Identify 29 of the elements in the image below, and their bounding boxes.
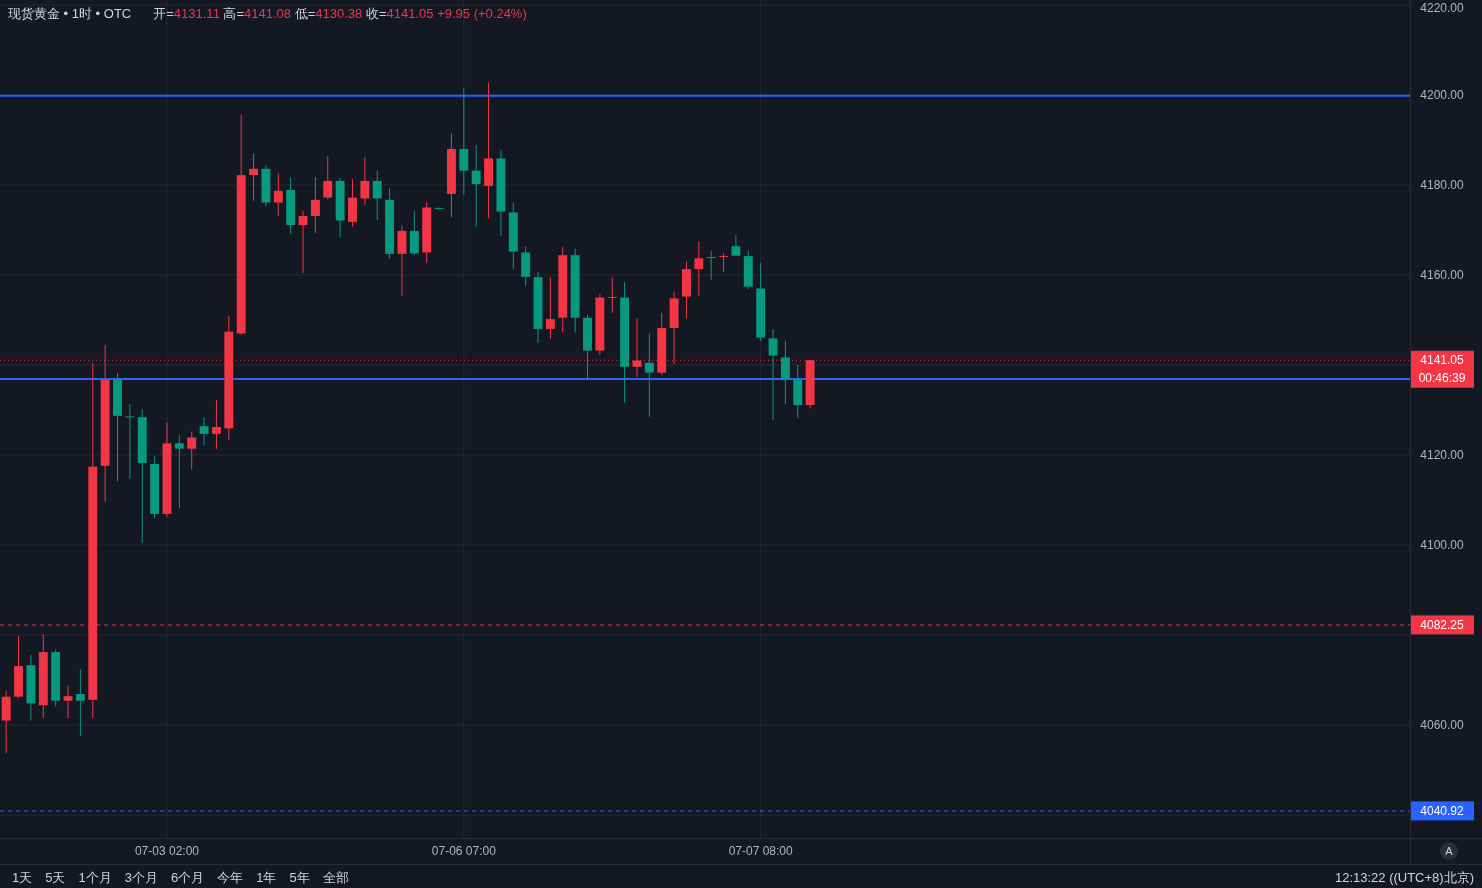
x-tick-label: 07-03 02:00 bbox=[134, 844, 200, 858]
text: 3个月 bbox=[124, 869, 158, 885]
text: 1个月 bbox=[78, 869, 112, 885]
ref-line-label: 4141.05 00:46:39 bbox=[1418, 353, 1466, 386]
text: 1年 bbox=[256, 869, 277, 885]
text: 全部 bbox=[322, 869, 349, 885]
text: 5年 bbox=[289, 869, 310, 885]
y-tick-label: 4100.00 bbox=[1420, 538, 1465, 553]
text: 现货黄金 • 1时 • OTC bbox=[8, 5, 132, 21]
auto-scale-button: A bbox=[1440, 842, 1458, 860]
y-tick-label: 4120.00 bbox=[1420, 448, 1465, 462]
y-tick-label: 4160.00 bbox=[1420, 267, 1465, 282]
ref-line-label: 4040.92 bbox=[1420, 803, 1465, 818]
text: 5天 bbox=[45, 869, 66, 885]
price-label: 4082.25 bbox=[1411, 615, 1474, 635]
y-tick-label: 4180.00 bbox=[1420, 177, 1465, 192]
y-tick-label: 4220.00 bbox=[1420, 1, 1465, 15]
ref-line-label: 4082.25 bbox=[1420, 617, 1465, 632]
y-tick-label: 4200.00 bbox=[1420, 87, 1465, 102]
x-tick-label: 07-07 08:00 bbox=[728, 844, 794, 858]
price-label: 4040.92 bbox=[1411, 801, 1474, 821]
price-label: 4141.05 00:46:39 bbox=[1411, 350, 1474, 388]
text: 1天 bbox=[12, 869, 33, 885]
text: 今年 bbox=[217, 869, 244, 885]
y-tick-label: 4060.00 bbox=[1420, 718, 1465, 733]
text: 6个月 bbox=[170, 869, 205, 885]
x-tick-label: 07-06 07:00 bbox=[431, 844, 497, 858]
text: 开=4131.11 高=4141.08 低=4130.38 收=4141.05 +9.95 (+0.24%) bbox=[153, 5, 527, 21]
text: 12:13:22 ((UTC+8)北京) bbox=[1334, 869, 1474, 885]
